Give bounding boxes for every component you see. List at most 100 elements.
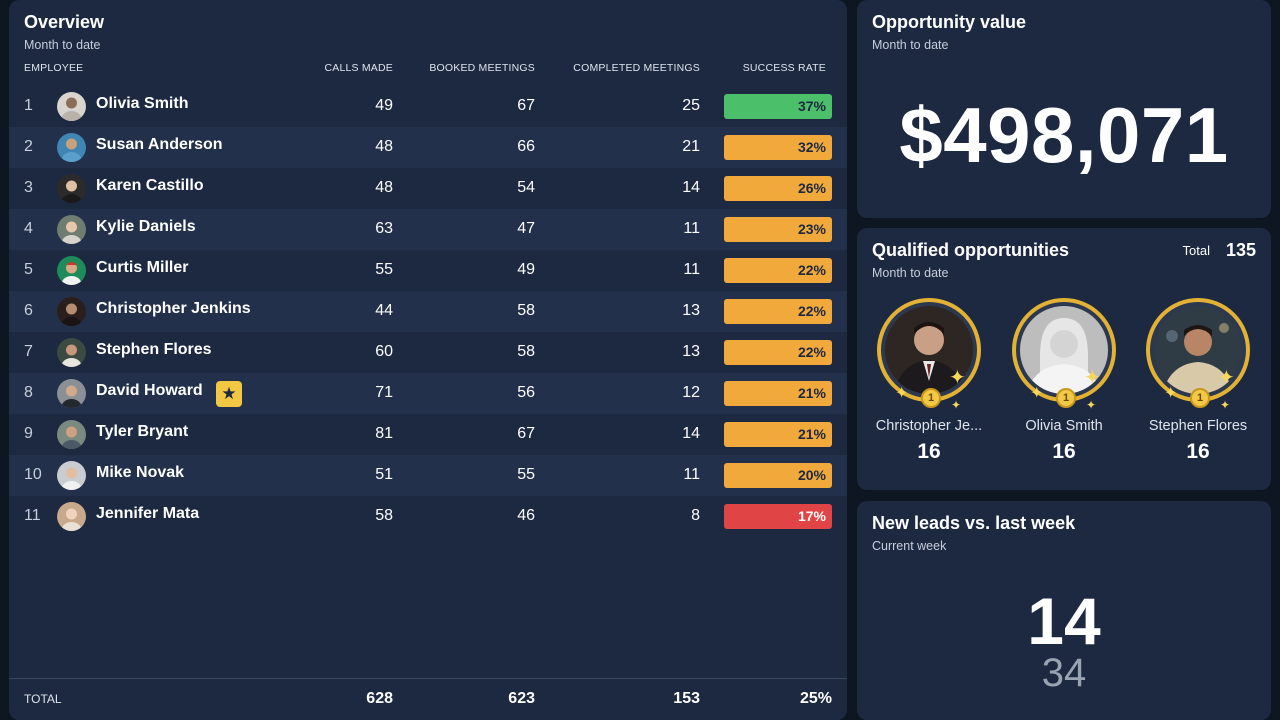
table-row[interactable]: 10 Mike Novak 51 55 11 20% [9,455,847,496]
booked-meetings-value: 67 [517,97,535,114]
leader-value: 16 [1186,440,1210,463]
table-row[interactable]: 5 Curtis Miller 55 49 11 22% [9,250,847,291]
opportunity-value: $498,071 [899,91,1229,179]
table-row[interactable]: 1 Olivia Smith 49 67 25 37% [9,86,847,127]
sparkle-icon: ✦ [1220,398,1231,412]
success-rate-badge: 21% [724,381,832,406]
calls-made-value: 48 [375,138,393,155]
rank: 4 [24,220,33,237]
sparkle-icon: ✦ [949,367,966,389]
calls-made-value: 51 [375,466,393,483]
table-row[interactable]: 3 Karen Castillo 48 54 14 26% [9,168,847,209]
table-row[interactable]: 4 Kylie Daniels 63 47 11 23% [9,209,847,250]
leader-avatar-ring: ✦ ✦ ✦ 1 [1146,298,1250,412]
header-success-rate[interactable]: SUCCESS RATE [742,62,826,74]
header-calls-made[interactable]: CALLS MADE [324,62,393,74]
rank: 9 [24,425,33,442]
opportunity-subtitle: Month to date [872,38,949,52]
table-row[interactable]: 11 Jennifer Mata 58 46 8 17% [9,496,847,537]
employee-name: Tyler Bryant [96,423,189,440]
opportunity-value-panel: Opportunity value Month to date $498,071 [857,0,1271,218]
leader-avatar-ring: ✦ ✦ ✦ 1 [877,298,981,412]
leads-subtitle: Current week [872,539,947,553]
employee-name: Kylie Daniels [96,218,196,235]
total-success-rate: 25% [799,690,832,707]
calls-made-value: 63 [375,220,393,237]
completed-meetings-value: 21 [682,138,700,155]
employee-name: Olivia Smith [96,95,189,112]
avatar [57,379,86,408]
total-booked-meetings: 623 [508,690,535,707]
qualified-title: Qualified opportunities [872,240,1069,260]
table-row[interactable]: 7 Stephen Flores 60 58 13 22% [9,332,847,373]
rank: 5 [24,261,33,278]
booked-meetings-value: 67 [517,425,535,442]
completed-meetings-value: 11 [683,220,700,237]
avatar [57,338,86,367]
leader-photo [885,306,973,394]
employee-table: 1 Olivia Smith 49 67 25 37% 2 Susan Ande… [9,86,847,537]
leads-last-week-value: 34 [1041,651,1087,695]
table-row[interactable]: 9 Tyler Bryant 81 67 14 21% [9,414,847,455]
leader-card[interactable]: ✦ ✦ ✦ 1 Stephen Flores 16 [1131,298,1265,464]
rank: 2 [24,138,33,155]
rank: 11 [24,507,41,524]
booked-meetings-value: 56 [517,384,535,401]
calls-made-value: 58 [375,507,393,524]
calls-made-value: 55 [375,261,393,278]
booked-meetings-value: 66 [517,138,535,155]
success-rate-badge: 22% [724,299,832,324]
avatar [57,461,86,490]
qualified-opportunities-panel: Qualified opportunities Month to date To… [857,228,1271,490]
table-row[interactable]: 8 David Howard ★ 71 56 12 21% [9,373,847,414]
leader-name: Stephen Flores [1148,418,1248,434]
total-calls-made: 628 [366,690,393,707]
avatar [57,297,86,326]
new-leads-panel: New leads vs. last week Current week 14 … [857,501,1271,720]
leader-value: 16 [1052,440,1076,463]
header-completed-meetings[interactable]: COMPLETED MEETINGS [573,62,700,74]
completed-meetings-value: 8 [691,507,700,524]
leader-card[interactable]: ✦ ✦ ✦ 1 Olivia Smith 16 [997,298,1131,464]
medal-icon: 1 [1056,388,1076,408]
employee-name: David Howard [96,382,203,399]
avatar [57,420,86,449]
calls-made-value: 81 [375,425,393,442]
success-rate-badge: 17% [724,504,832,529]
completed-meetings-value: 14 [682,425,700,442]
table-row[interactable]: 6 Christopher Jenkins 44 58 13 22% [9,291,847,332]
completed-meetings-value: 25 [682,97,700,114]
star-icon[interactable]: ★ [216,381,242,407]
leader-card[interactable]: ✦ ✦ ✦ 1 Christopher Je... 16 [862,298,996,464]
qualified-total-label: Total [1182,243,1210,258]
avatar [57,92,86,121]
qualified-total-value: 135 [1225,240,1256,260]
employee-name: Karen Castillo [96,177,204,194]
employee-name: Susan Anderson [96,136,223,153]
sparkle-icon: ✦ [1218,367,1235,389]
booked-meetings-value: 46 [517,507,535,524]
success-rate-badge: 37% [724,94,832,119]
success-rate-badge: 22% [724,340,832,365]
employee-name: Curtis Miller [96,259,189,276]
overview-title: Overview [24,12,105,32]
sparkle-icon: ✦ [1164,385,1178,402]
success-rate-badge: 20% [724,463,832,488]
success-rate-badge: 22% [724,258,832,283]
booked-meetings-value: 58 [517,302,535,319]
leader-avatar-ring: ✦ ✦ ✦ 1 [1012,298,1116,412]
rank: 6 [24,302,33,319]
total-completed-meetings: 153 [673,690,700,707]
leads-title: New leads vs. last week [872,513,1076,533]
calls-made-value: 60 [375,343,393,360]
leader-photo [1154,306,1242,394]
rank: 7 [24,343,33,360]
completed-meetings-value: 11 [683,466,700,483]
booked-meetings-value: 49 [517,261,535,278]
header-booked-meetings[interactable]: BOOKED MEETINGS [429,62,535,74]
medal-icon: 1 [1190,388,1210,408]
table-row[interactable]: 2 Susan Anderson 48 66 21 32% [9,127,847,168]
leader-value: 16 [917,440,941,463]
employee-name: Christopher Jenkins [96,300,251,317]
header-employee[interactable]: EMPLOYEE [24,62,84,74]
